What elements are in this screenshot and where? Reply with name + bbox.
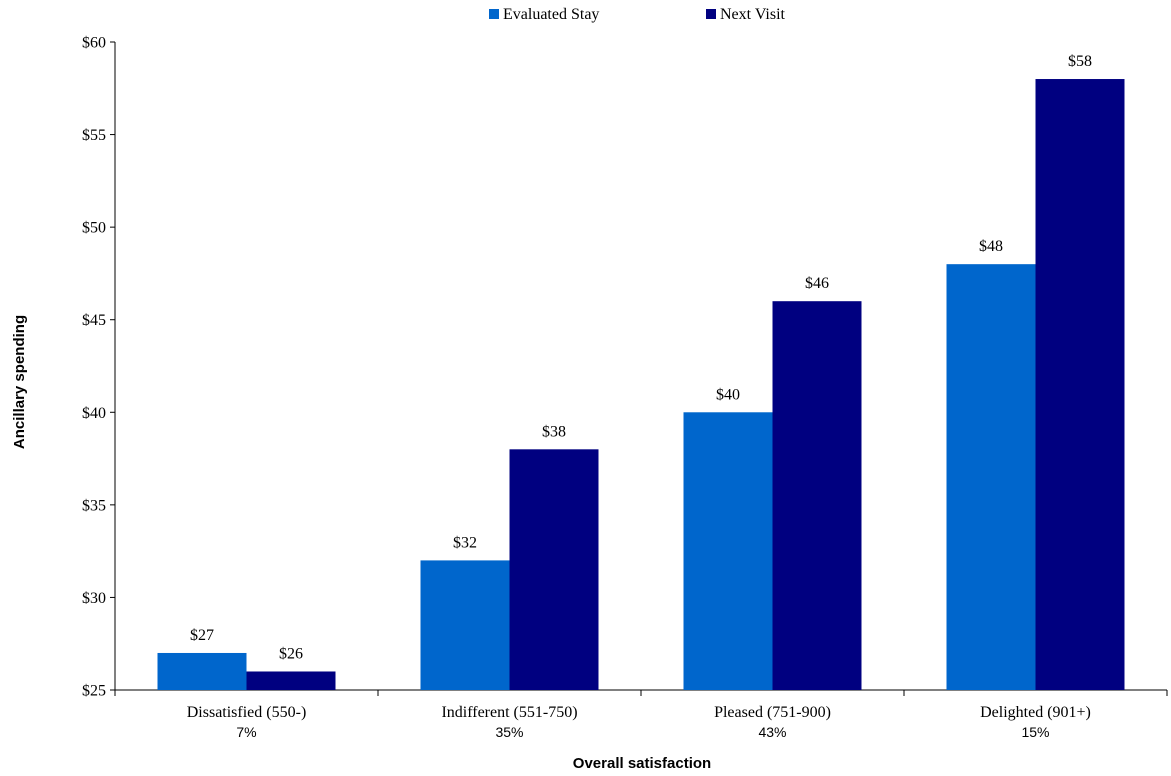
x-tick-label: Indifferent (551-750) bbox=[441, 704, 577, 721]
x-tick-label: Dissatisfied (550-) bbox=[187, 704, 307, 721]
x-category-share: 15% bbox=[1021, 724, 1049, 740]
y-tick-label: $30 bbox=[82, 590, 106, 607]
bar-value-label: $26 bbox=[279, 645, 303, 662]
x-category-share: 35% bbox=[495, 724, 523, 740]
y-tick-label: $40 bbox=[82, 405, 106, 422]
bar-value-labels: $27 $32 $40 $48 $26 $38 $46 $58 bbox=[190, 53, 1092, 662]
bar-evaluated-stay bbox=[420, 560, 510, 690]
bar-value-label: $46 bbox=[805, 275, 829, 292]
bar-value-label: $40 bbox=[716, 386, 740, 403]
y-tick-label: $50 bbox=[82, 220, 106, 237]
x-category-share: 43% bbox=[758, 724, 786, 740]
bar-value-label: $38 bbox=[542, 423, 566, 440]
x-tick-label: Pleased (751-900) bbox=[714, 704, 831, 721]
bar-value-label: $58 bbox=[1068, 53, 1092, 70]
bar-evaluated-stay bbox=[157, 652, 247, 690]
bar-next-visit bbox=[772, 301, 862, 690]
legend-label: Evaluated Stay bbox=[503, 6, 599, 23]
legend-label: Next Visit bbox=[720, 6, 786, 23]
y-tick-label: $35 bbox=[82, 497, 106, 514]
y-axis: $25 $30 $35 $40 $45 $50 $55 $60 bbox=[82, 35, 116, 700]
legend: Evaluated Stay Next Visit bbox=[489, 6, 786, 23]
y-tick-label: $60 bbox=[82, 35, 106, 52]
y-tick-label: $55 bbox=[82, 127, 106, 144]
y-axis-title: Ancillary spending bbox=[11, 315, 28, 449]
x-axis-title: Overall satisfaction bbox=[573, 755, 711, 772]
legend-swatch bbox=[706, 9, 716, 19]
y-tick-label: $45 bbox=[82, 312, 106, 329]
bar-value-label: $48 bbox=[979, 238, 1003, 255]
bar-next-visit bbox=[509, 449, 599, 690]
bar-evaluated-stay bbox=[946, 264, 1036, 690]
bar-next-visit bbox=[246, 671, 336, 690]
bar-next-visit bbox=[1035, 79, 1125, 691]
bar-value-label: $32 bbox=[453, 534, 477, 551]
x-tick-label: Delighted (901+) bbox=[980, 704, 1091, 721]
bar-value-label: $27 bbox=[190, 627, 214, 644]
y-tick-label: $25 bbox=[82, 683, 106, 700]
x-axis: Dissatisfied (550-) 7% Indifferent (551-75… bbox=[114, 689, 1168, 740]
x-category-share: 7% bbox=[236, 724, 256, 740]
bar-evaluated-stay bbox=[683, 412, 773, 690]
bars bbox=[157, 79, 1125, 691]
legend-swatch bbox=[489, 9, 499, 19]
